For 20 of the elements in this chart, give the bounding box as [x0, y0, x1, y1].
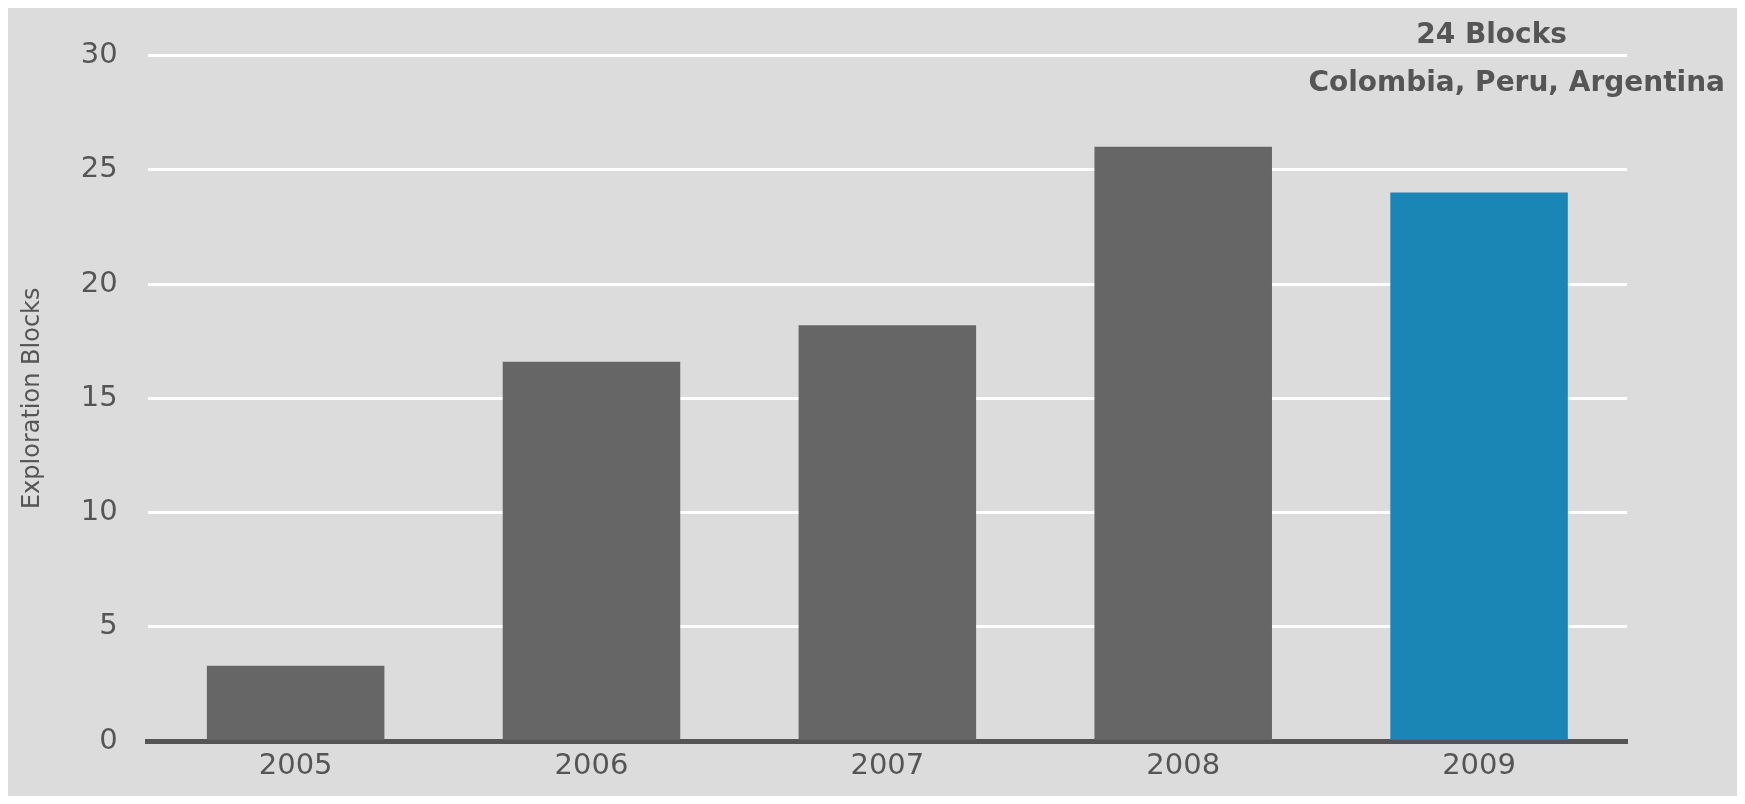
x-tick-label: 2008 — [1146, 747, 1221, 782]
bar — [798, 325, 977, 740]
y-tick-label: 5 — [99, 607, 118, 642]
x-tick-label: 2006 — [554, 747, 629, 782]
y-tick-label: 10 — [80, 493, 118, 528]
x-tick-label: 2005 — [258, 747, 333, 782]
x-tick-label: 2007 — [850, 747, 925, 782]
bar — [1390, 192, 1568, 740]
y-tick-label: 0 — [99, 721, 118, 756]
annotation: Colombia, Peru, Argentina — [1308, 64, 1725, 98]
bar — [206, 665, 385, 740]
text: 24 Blocks — [1416, 16, 1567, 50]
y-tick-label: 25 — [80, 150, 118, 185]
y-tick-label: 30 — [80, 35, 118, 70]
bar — [502, 361, 681, 740]
y-tick-label: 20 — [80, 264, 118, 299]
y-axis-title: Exploration Blocks — [16, 287, 45, 510]
x-tick-label: 2009 — [1442, 747, 1516, 782]
bar — [1094, 146, 1272, 740]
y-tick-label: 15 — [80, 378, 118, 413]
